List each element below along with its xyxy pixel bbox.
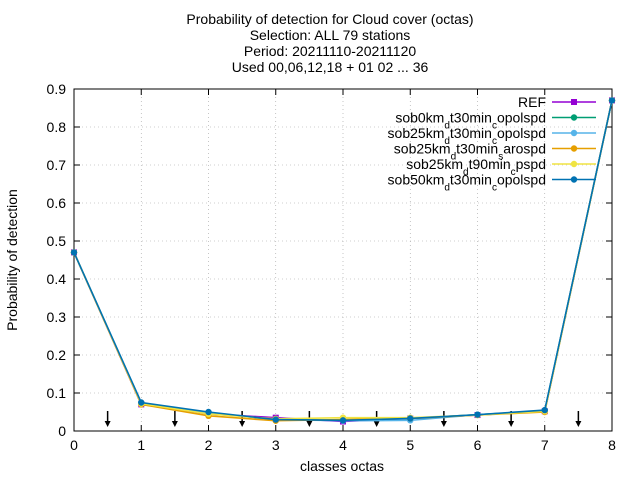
x-tick-label: 6 <box>474 437 482 453</box>
x-tick-label: 0 <box>70 437 78 453</box>
legend-label: REF <box>518 94 546 110</box>
y-tick-label: 0 <box>58 423 66 439</box>
data-point <box>339 417 347 424</box>
x-tick-label: 8 <box>608 437 616 453</box>
title-line-3: Period: 20211110-20211120 <box>243 43 417 59</box>
legend-swatch-marker <box>570 160 578 168</box>
boundary-arrow-marker <box>440 411 447 427</box>
data-point <box>138 399 145 406</box>
legend-label: sob25kmdt30minsarospd <box>394 141 546 163</box>
title-line-2: Selection: ALL 79 stations <box>249 27 411 43</box>
y-tick-label: 0.6 <box>47 195 67 211</box>
data-point <box>541 406 548 414</box>
title-line-1: Probability of detection for Cloud cover… <box>186 11 474 27</box>
legend-swatch-marker <box>570 114 578 121</box>
boundary-arrow-marker <box>104 411 111 427</box>
y-tick-label: 0.1 <box>47 385 67 401</box>
legend-label: sob25kmdt90mincpspd <box>406 156 546 178</box>
y-tick-label: 0.5 <box>47 233 67 249</box>
data-point <box>272 416 279 423</box>
legend-swatch-marker <box>570 145 578 152</box>
y-tick-label: 0.7 <box>47 157 67 173</box>
y-tick-label: 0.3 <box>47 309 67 325</box>
legend-entry: sob0kmdt30mincopolspd <box>395 110 596 132</box>
x-tick-label: 3 <box>272 437 280 453</box>
legend-entry: sob25kmdt90mincpspd <box>406 156 596 178</box>
legend-label: sob50kmdt30mincopolspd <box>388 172 546 194</box>
grid <box>74 89 612 431</box>
data-point <box>205 408 212 416</box>
y-tick-label: 0.8 <box>47 119 67 135</box>
data-point <box>608 97 616 104</box>
legend-swatch-marker <box>571 99 577 105</box>
y-tick-label: 0.2 <box>47 347 67 363</box>
legend-entry: sob25kmdt30minsarospd <box>394 141 596 163</box>
legend-label: sob0kmdt30mincopolspd <box>395 110 546 132</box>
data-point <box>70 249 78 256</box>
boundary-arrow-marker <box>575 411 582 427</box>
y-axis-label: Probability of detection <box>4 189 20 331</box>
series-group <box>70 97 616 425</box>
x-tick-label: 2 <box>205 437 213 453</box>
data-point <box>474 411 481 418</box>
legend-label: sob25kmdt30mincopolspd <box>388 125 546 147</box>
series-6 <box>70 97 616 424</box>
x-tick-label: 1 <box>137 437 145 453</box>
legend-entry: sob25kmdt30mincopolspd <box>388 125 596 147</box>
x-tick-label: 7 <box>541 437 549 453</box>
data-point <box>407 415 414 422</box>
boundary-arrow-marker <box>171 411 178 427</box>
x-tick-label: 4 <box>339 437 347 453</box>
legend-entry: sob50kmdt30mincopolspd <box>388 172 596 194</box>
title-line-4: Used 00,06,12,18 + 01 02 ... 36 <box>231 59 429 75</box>
x-tick-label: 5 <box>406 437 414 453</box>
y-tick-label: 0.9 <box>47 81 67 97</box>
legend-entry: REF <box>518 94 596 110</box>
y-tick-label: 0.4 <box>47 271 67 287</box>
x-axis-label: classes octas <box>300 458 384 474</box>
legend: REFsob0kmdt30mincopolspdsob25kmdt30minco… <box>388 94 596 193</box>
legend-swatch-marker <box>570 176 578 183</box>
class-boundary-markers <box>104 411 582 427</box>
legend-swatch-marker <box>570 129 578 137</box>
axis-ticks: 0 0.1 0.2 0.3 0.4 0.5 0.6 0.7 0.8 0.9 0 1 2 3 4 5 6 7 8 <box>47 81 617 453</box>
